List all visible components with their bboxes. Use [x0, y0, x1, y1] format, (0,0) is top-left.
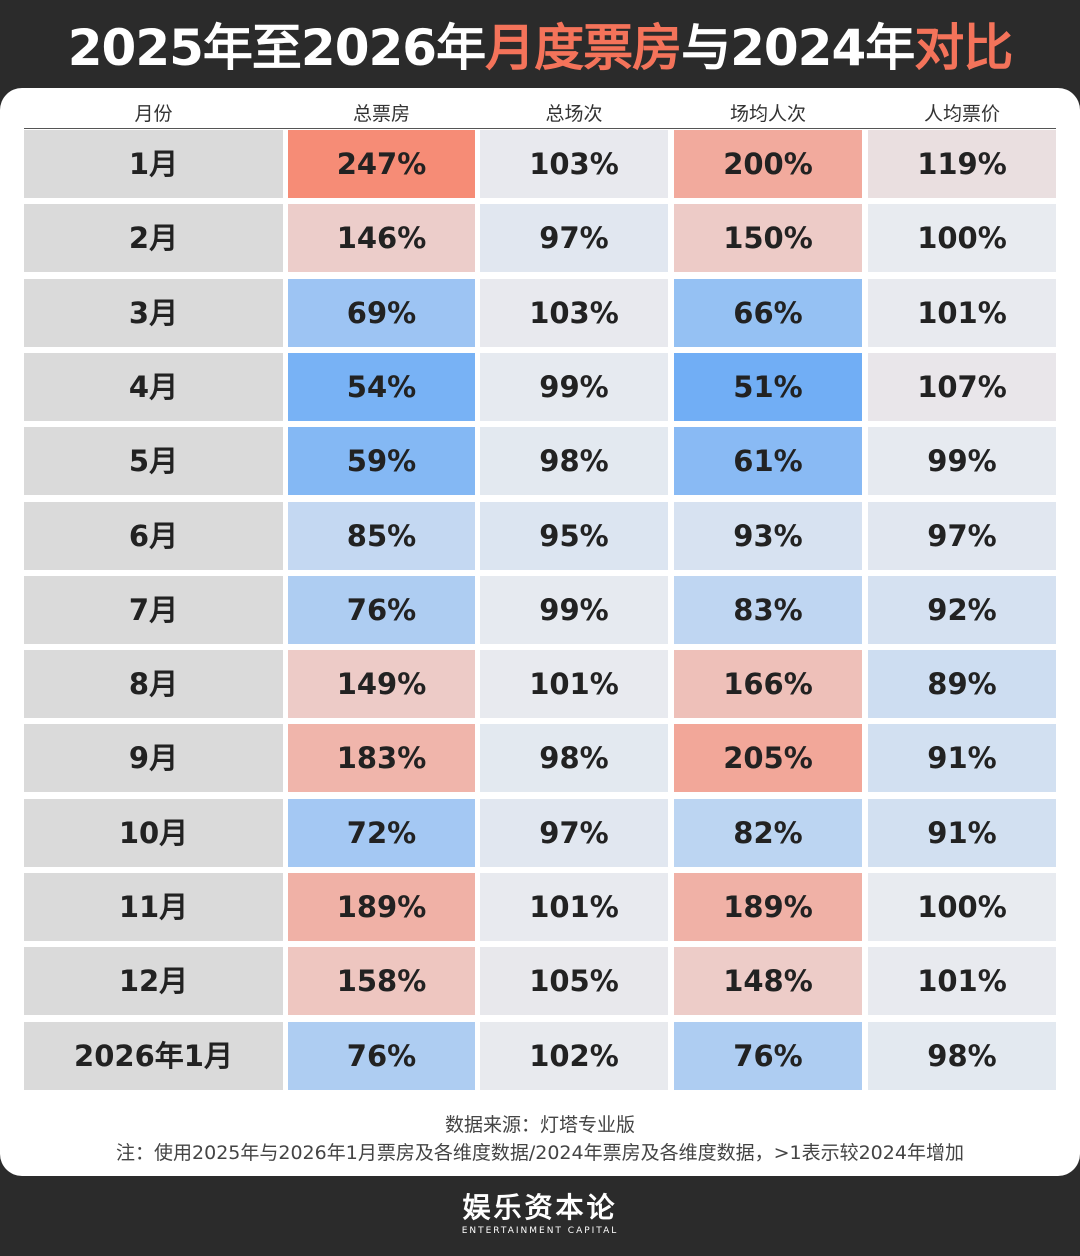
- table-cell: 119%: [868, 130, 1056, 198]
- table-cell: 101%: [480, 650, 668, 719]
- table-cell: 54%: [288, 352, 475, 421]
- row-label: 2026年1月: [24, 1021, 283, 1090]
- table-cell: 166%: [674, 650, 862, 719]
- table-cell: 93%: [674, 501, 862, 570]
- row-label: 1月: [24, 130, 283, 198]
- table-cell: 95%: [480, 501, 668, 570]
- table-cell: 89%: [868, 650, 1056, 719]
- table-cell: 72%: [288, 798, 475, 867]
- table-cell: 146%: [288, 204, 475, 273]
- title-part: 2025年至2026年: [67, 19, 486, 77]
- logo-subtitle: ENTERTAINMENT CAPITAL: [461, 1226, 619, 1236]
- row-label: 8月: [24, 650, 283, 719]
- table-cell: 92%: [868, 575, 1056, 644]
- table-cell: 101%: [868, 947, 1056, 1016]
- row-label: 7月: [24, 575, 283, 644]
- table-cell: 97%: [480, 798, 668, 867]
- table-cell: 85%: [288, 501, 475, 570]
- table-cell: 99%: [480, 352, 668, 421]
- table-card: 月份 总票房 总场次 场均人次 人均票价 1月 247% 103% 200% 119% 2月 146%…: [0, 88, 1080, 1176]
- logo: 娱乐资本论 ENTERTAINMENT CAPITAL: [0, 1186, 1080, 1236]
- row-label: 6月: [24, 501, 283, 570]
- table-cell: 189%: [288, 873, 475, 941]
- column-header: 总票房: [352, 103, 410, 125]
- table-cell: 101%: [868, 278, 1056, 347]
- table-cell: 59%: [288, 427, 475, 496]
- column-header: 场均人次: [729, 103, 806, 125]
- row-label: 3月: [24, 278, 283, 347]
- title: 2025年至2026年月度票房与2024年对比: [0, 8, 1080, 80]
- table-cell: 76%: [288, 575, 475, 644]
- table-cell: 98%: [480, 427, 668, 496]
- table-cell: 97%: [480, 204, 668, 273]
- table-cell: 101%: [480, 873, 668, 941]
- table-cell: 76%: [288, 1021, 475, 1090]
- title-part: 与2024年: [681, 19, 915, 77]
- table-cell: 105%: [480, 947, 668, 1016]
- row-label: 10月: [24, 798, 283, 867]
- table-cell: 150%: [674, 204, 862, 273]
- table-cell: 149%: [288, 650, 475, 719]
- table-cell: 100%: [868, 873, 1056, 941]
- row-label: 11月: [24, 873, 283, 941]
- row-label: 5月: [24, 427, 283, 496]
- table-cell: 102%: [480, 1021, 668, 1090]
- column-header: 总场次: [545, 103, 603, 125]
- table-cell: 107%: [868, 352, 1056, 421]
- table-cell: 61%: [674, 427, 862, 496]
- table-cell: 103%: [480, 278, 668, 347]
- header-rule: [24, 128, 1056, 129]
- table-cell: 91%: [868, 798, 1056, 867]
- title-part: 对比: [914, 19, 1013, 77]
- table-cell: 148%: [674, 947, 862, 1016]
- table-cell: 51%: [674, 352, 862, 421]
- table-cell: 247%: [288, 130, 475, 198]
- table-cell: 189%: [674, 873, 862, 941]
- table-cell: 91%: [868, 724, 1056, 793]
- table-cell: 98%: [480, 724, 668, 793]
- column-header: 人均票价: [923, 103, 1000, 125]
- logo-name: 娱乐资本论: [462, 1191, 618, 1224]
- table-cell: 69%: [288, 278, 475, 347]
- table-cell: 183%: [288, 724, 475, 793]
- row-label: 9月: [24, 724, 283, 793]
- title-part: 月度票房: [485, 19, 682, 77]
- table-cell: 200%: [674, 130, 862, 198]
- table-cell: 100%: [868, 204, 1056, 273]
- table-cell: 83%: [674, 575, 862, 644]
- table-cell: 103%: [480, 130, 668, 198]
- row-label: 4月: [24, 352, 283, 421]
- table-cell: 76%: [674, 1021, 862, 1090]
- table-cell: 205%: [674, 724, 862, 793]
- table-cell: 66%: [674, 278, 862, 347]
- table-cell: 97%: [868, 501, 1056, 570]
- table-cell: 98%: [868, 1021, 1056, 1090]
- note: 注：使用2025年与2026年1月票房及各维度数据/2024年票房及各维度数据，…: [116, 1142, 964, 1164]
- table-cell: 99%: [868, 427, 1056, 496]
- table-cell: 158%: [288, 947, 475, 1016]
- source: 数据来源：灯塔专业版: [444, 1114, 635, 1136]
- row-label: 12月: [24, 947, 283, 1016]
- column-header: 月份: [134, 103, 173, 125]
- table-cell: 99%: [480, 575, 668, 644]
- table-cell: 82%: [674, 798, 862, 867]
- row-label: 2月: [24, 204, 283, 273]
